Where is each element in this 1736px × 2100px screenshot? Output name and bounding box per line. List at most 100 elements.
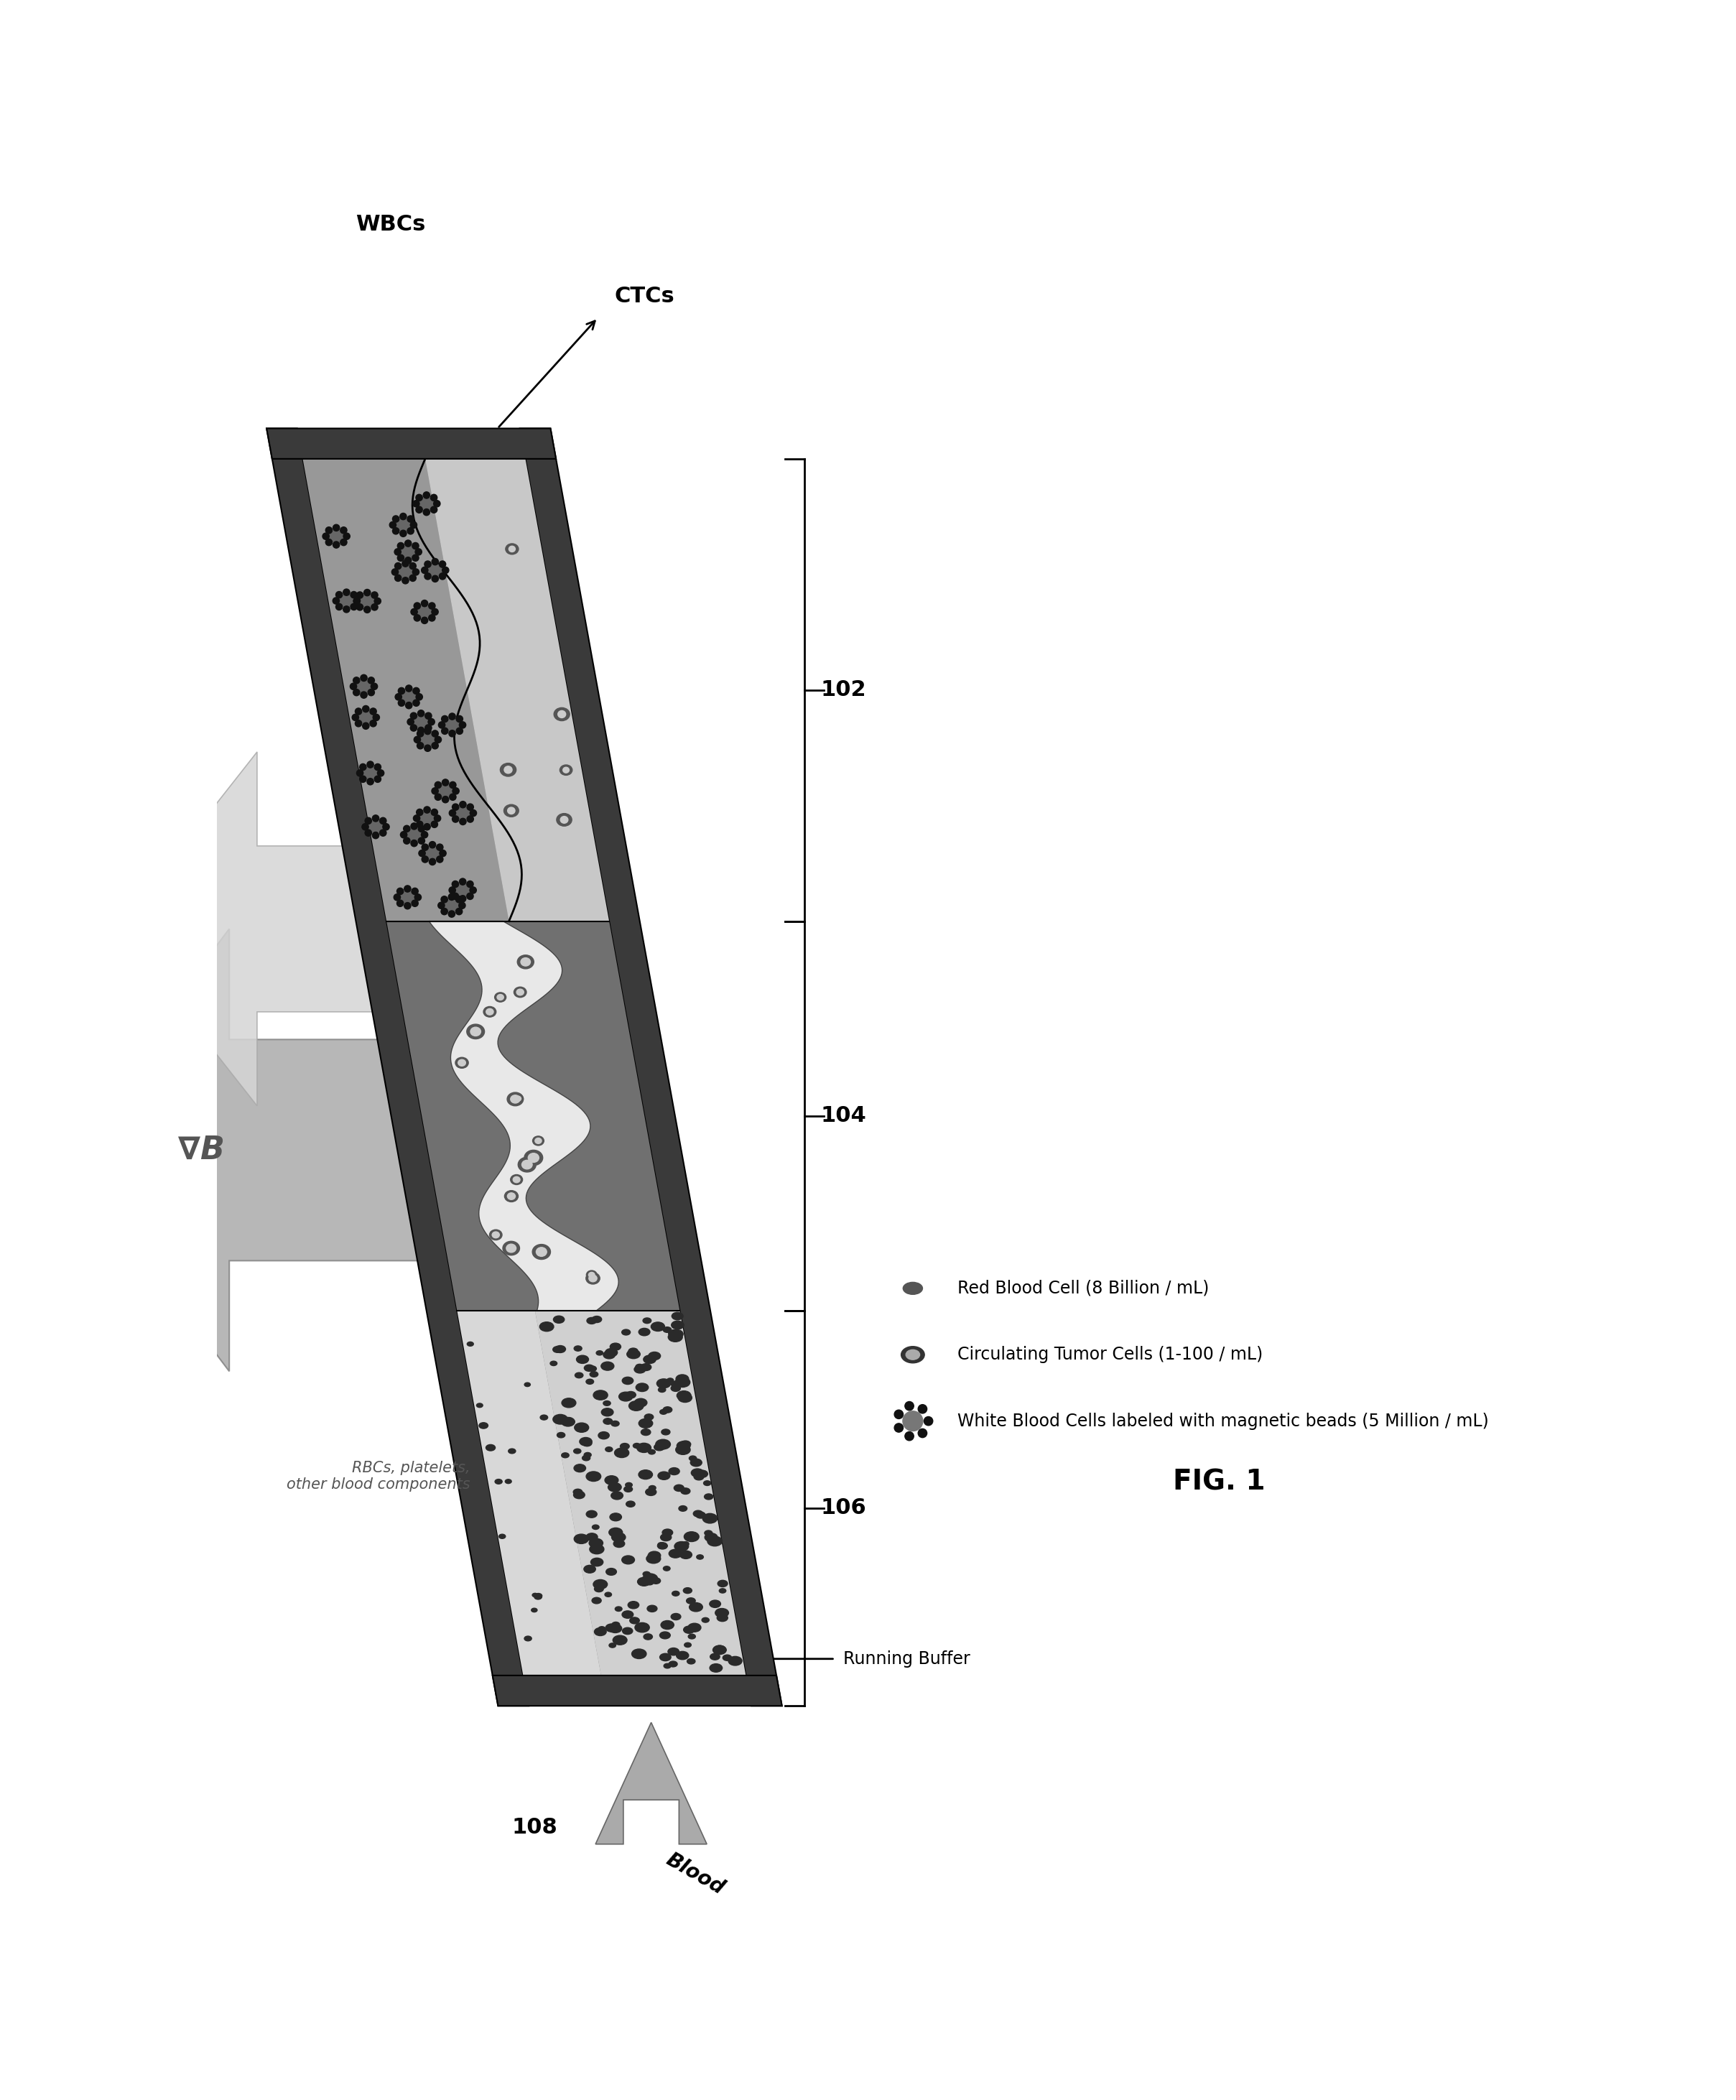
Ellipse shape (587, 1273, 601, 1283)
Ellipse shape (686, 1598, 696, 1604)
Circle shape (394, 548, 401, 554)
Ellipse shape (590, 1371, 599, 1378)
Ellipse shape (646, 1554, 661, 1562)
Ellipse shape (458, 1060, 465, 1067)
Ellipse shape (621, 1611, 634, 1619)
Circle shape (365, 590, 370, 596)
Ellipse shape (639, 1327, 649, 1336)
Circle shape (368, 676, 375, 685)
Circle shape (351, 592, 358, 598)
Circle shape (448, 911, 455, 918)
Circle shape (417, 693, 422, 699)
Circle shape (443, 567, 450, 573)
Polygon shape (302, 458, 509, 922)
Ellipse shape (667, 1378, 674, 1382)
Circle shape (361, 674, 366, 680)
Circle shape (365, 817, 372, 823)
Ellipse shape (696, 1554, 703, 1560)
Ellipse shape (679, 1506, 687, 1512)
Circle shape (451, 815, 458, 823)
Circle shape (434, 781, 441, 788)
Circle shape (424, 823, 431, 830)
Polygon shape (595, 1722, 707, 1844)
Ellipse shape (681, 1489, 691, 1495)
Ellipse shape (663, 1327, 672, 1334)
Circle shape (326, 527, 332, 533)
Circle shape (413, 569, 418, 575)
Circle shape (351, 603, 358, 611)
Circle shape (361, 823, 368, 830)
Ellipse shape (710, 1653, 720, 1659)
Ellipse shape (606, 1447, 613, 1451)
Ellipse shape (566, 1418, 573, 1422)
Circle shape (366, 760, 373, 769)
Ellipse shape (672, 1613, 681, 1619)
Ellipse shape (663, 1663, 670, 1667)
Ellipse shape (621, 1556, 635, 1564)
Circle shape (411, 901, 418, 907)
Ellipse shape (660, 1653, 670, 1661)
Ellipse shape (623, 1487, 632, 1491)
Ellipse shape (398, 565, 413, 578)
Circle shape (431, 821, 437, 827)
Circle shape (382, 823, 389, 830)
Circle shape (441, 907, 448, 916)
Circle shape (450, 794, 457, 800)
Circle shape (389, 521, 396, 529)
Ellipse shape (717, 1581, 727, 1588)
Ellipse shape (677, 1651, 689, 1659)
Ellipse shape (691, 1468, 703, 1476)
Ellipse shape (601, 1361, 615, 1371)
Ellipse shape (675, 1378, 689, 1388)
Ellipse shape (575, 1535, 589, 1543)
Circle shape (418, 838, 425, 844)
Ellipse shape (651, 1323, 665, 1331)
Circle shape (460, 722, 465, 729)
Ellipse shape (703, 1514, 717, 1522)
Ellipse shape (590, 1558, 602, 1567)
Ellipse shape (627, 1350, 641, 1359)
Circle shape (425, 724, 432, 731)
Circle shape (398, 687, 404, 695)
Ellipse shape (514, 987, 526, 998)
Circle shape (413, 615, 420, 622)
Ellipse shape (621, 1378, 634, 1384)
Circle shape (451, 880, 458, 888)
Circle shape (404, 903, 411, 909)
Ellipse shape (609, 1623, 621, 1634)
Polygon shape (267, 428, 556, 458)
Text: Circulating Tumor Cells (1-100 / mL): Circulating Tumor Cells (1-100 / mL) (957, 1346, 1262, 1363)
Ellipse shape (602, 1350, 615, 1359)
Circle shape (417, 808, 424, 815)
Ellipse shape (594, 1583, 602, 1588)
Ellipse shape (500, 762, 516, 777)
Ellipse shape (630, 1617, 639, 1623)
Text: FIG. 1: FIG. 1 (1174, 1468, 1266, 1495)
Circle shape (356, 771, 363, 777)
Circle shape (470, 811, 477, 817)
Circle shape (410, 521, 417, 529)
Ellipse shape (498, 1535, 505, 1539)
Ellipse shape (479, 1422, 488, 1428)
Ellipse shape (503, 1241, 519, 1256)
Ellipse shape (582, 1455, 590, 1462)
Circle shape (398, 901, 403, 907)
Ellipse shape (634, 1443, 641, 1449)
Ellipse shape (621, 1329, 630, 1336)
Circle shape (352, 689, 359, 695)
Ellipse shape (660, 1632, 670, 1638)
Ellipse shape (399, 890, 415, 903)
Ellipse shape (576, 1354, 589, 1363)
Circle shape (396, 693, 401, 699)
Ellipse shape (594, 1579, 608, 1590)
Circle shape (410, 563, 417, 569)
Ellipse shape (573, 1491, 585, 1499)
Ellipse shape (589, 1275, 597, 1281)
Ellipse shape (625, 1392, 635, 1399)
Ellipse shape (557, 813, 571, 825)
Circle shape (429, 603, 436, 609)
Circle shape (372, 815, 378, 821)
Ellipse shape (668, 1331, 682, 1342)
Polygon shape (519, 428, 781, 1705)
Ellipse shape (594, 1585, 604, 1592)
